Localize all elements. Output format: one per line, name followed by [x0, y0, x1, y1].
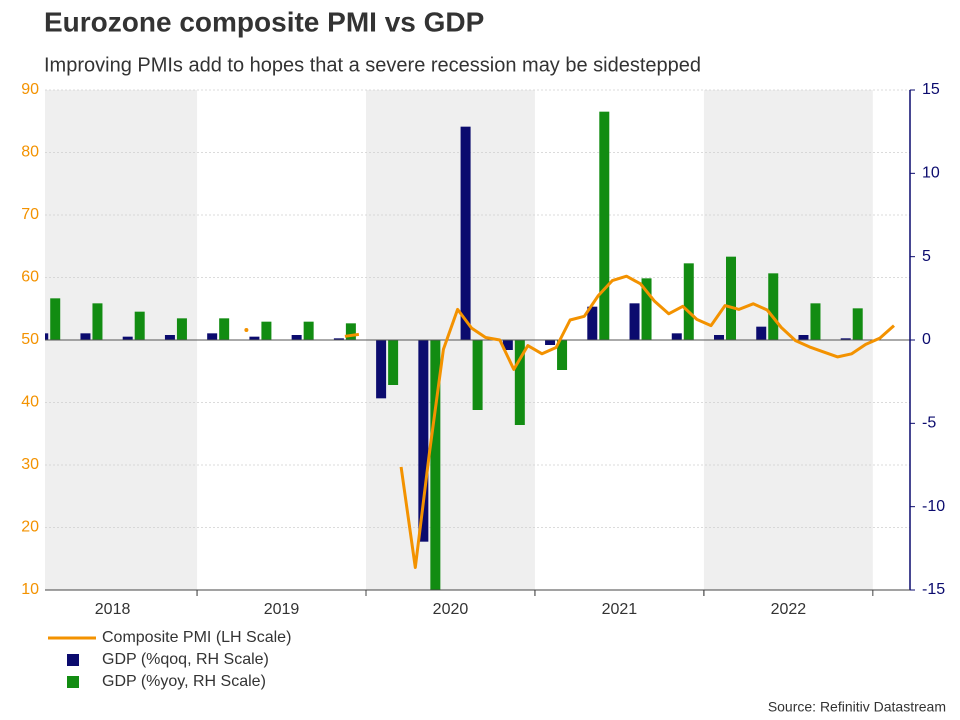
bar: [388, 340, 399, 385]
bar: [418, 340, 429, 542]
legend-label: GDP (%yoy, RH Scale): [102, 673, 266, 690]
y-tick-label: 30: [21, 456, 39, 473]
bar: [207, 333, 218, 340]
chart-subtitle: Improving PMIs add to hopes that a sever…: [44, 54, 701, 76]
source-note: Source: Refinitiv Datastream: [768, 699, 946, 715]
bar: [45, 333, 49, 340]
legend-swatch: [67, 654, 79, 666]
y2-tick-label: 10: [922, 165, 940, 182]
bar: [376, 340, 387, 399]
y-tick-label: 20: [21, 519, 39, 536]
bar: [176, 318, 187, 340]
legend: Composite PMI (LH Scale) GDP (%qoq, RH Sc…: [48, 629, 291, 690]
bar: [599, 111, 610, 341]
x-tick-label: 2020: [433, 601, 469, 618]
y2-tick-label: -5: [922, 415, 936, 432]
x-tick-label: 2019: [264, 601, 300, 618]
bar: [430, 340, 441, 590]
y2-tick-label: -15: [922, 581, 945, 598]
data-marks: [45, 111, 910, 590]
bar: [768, 273, 779, 340]
y-tick-label: 50: [21, 331, 39, 348]
legend-label: Composite PMI (LH Scale): [102, 629, 291, 646]
line-series: [344, 332, 360, 338]
y2-tick-label: 0: [922, 331, 931, 348]
line-series: [399, 274, 895, 569]
bar: [80, 333, 91, 340]
bar: [472, 340, 483, 410]
bar: [291, 335, 302, 340]
bar: [587, 306, 598, 340]
y-tick-label: 90: [21, 81, 39, 98]
bar: [840, 338, 851, 340]
bar: [810, 303, 821, 340]
legend-swatch: [67, 676, 79, 688]
y-tick-label: 40: [21, 394, 39, 411]
line-point: [244, 328, 249, 332]
x-tick-label: 2022: [771, 601, 807, 618]
bar: [641, 278, 652, 340]
y2-tick-label: 15: [922, 81, 940, 98]
bar: [726, 256, 737, 340]
x-tick-label: 2021: [602, 601, 638, 618]
bar: [852, 308, 863, 340]
bar: [261, 321, 272, 340]
bar: [134, 311, 145, 340]
bar: [345, 323, 356, 340]
bar: [460, 126, 471, 341]
bar: [683, 263, 694, 340]
bar: [629, 303, 640, 340]
y-tick-label: 70: [21, 206, 39, 223]
bar: [333, 338, 344, 340]
bar: [164, 335, 175, 340]
bar: [249, 336, 260, 340]
y-tick-label: 10: [21, 581, 39, 598]
bar: [514, 340, 525, 425]
bar: [502, 340, 513, 350]
bar: [92, 303, 103, 340]
bar: [671, 333, 682, 340]
y-tick-label: 80: [21, 144, 39, 161]
bar: [714, 335, 725, 340]
bar: [50, 298, 61, 340]
y2-tick-label: -10: [922, 498, 945, 515]
bar: [756, 326, 767, 340]
bar: [557, 340, 568, 370]
bar: [545, 340, 556, 345]
axes: 10 20 30 40 50 60 70 80 90 -15 -10 -5 0 5 10 15 2018 2019…: [21, 81, 945, 618]
bar: [122, 336, 133, 340]
chart-title: Eurozone composite PMI vs GDP: [44, 6, 484, 37]
bar: [219, 318, 230, 340]
y2-tick-label: 5: [922, 248, 931, 265]
bar: [798, 335, 809, 340]
legend-label: GDP (%qoq, RH Scale): [102, 651, 269, 668]
x-tick-label: 2018: [95, 601, 131, 618]
bar: [303, 321, 314, 340]
y-tick-label: 60: [21, 269, 39, 286]
